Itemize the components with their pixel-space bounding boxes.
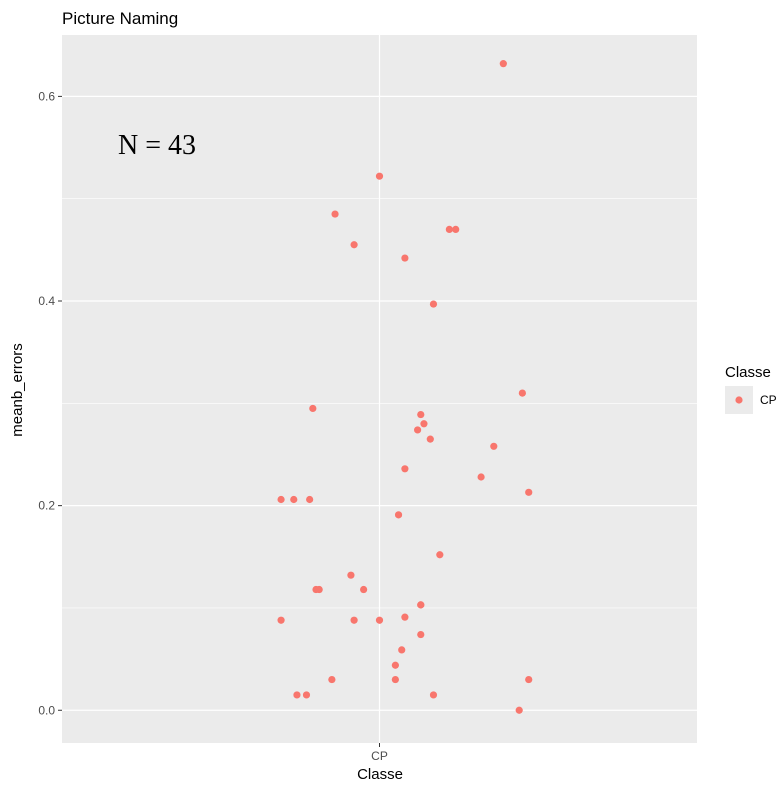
data-point (525, 675, 533, 684)
data-point (375, 616, 384, 624)
data-point (417, 601, 425, 609)
data-point (401, 613, 409, 621)
data-point (401, 465, 409, 473)
data-point (436, 551, 444, 559)
data-point (360, 585, 368, 594)
data-point (414, 426, 422, 434)
data-point (290, 495, 298, 504)
grid-lines (62, 35, 697, 743)
data-point (277, 616, 285, 624)
x-tick-label: CP (371, 749, 388, 763)
data-point (515, 706, 523, 714)
y-tick-label: 0.4 (38, 294, 55, 308)
data-point (391, 675, 399, 684)
data-point (426, 435, 434, 443)
data-point (417, 630, 425, 639)
data-point (306, 495, 314, 504)
y-tick-label: 0.6 (38, 89, 55, 103)
legend-title: Classe (725, 364, 771, 381)
chart-title: Picture Naming (62, 9, 178, 28)
data-point (350, 616, 358, 624)
x-axis-ticks: CP (371, 743, 388, 763)
data-point (350, 241, 358, 249)
data-point (394, 511, 403, 519)
legend-label-cp: CP (760, 393, 777, 407)
data-point (420, 420, 428, 428)
data-point (331, 210, 339, 218)
data-point (302, 691, 311, 699)
legend: Classe CP (725, 364, 777, 414)
data-point (309, 404, 317, 413)
x-axis-title: Classe (357, 766, 403, 783)
data-point (375, 172, 384, 180)
data-point (293, 691, 301, 699)
legend-key-marker (735, 396, 743, 404)
data-point (445, 225, 453, 233)
y-tick-label: 0.0 (38, 703, 55, 717)
data-point (328, 675, 336, 684)
y-axis-title: meanb_errors (9, 343, 26, 436)
data-point (429, 300, 438, 308)
data-point (417, 410, 425, 419)
sample-size-annotation: N = 43 (118, 130, 196, 161)
data-point (525, 488, 533, 496)
data-point (277, 495, 285, 504)
data-point (315, 585, 323, 594)
y-tick-label: 0.2 (38, 499, 55, 513)
data-point (401, 254, 409, 262)
data-points (277, 60, 533, 714)
data-point (429, 691, 438, 699)
data-point (477, 473, 485, 481)
data-point (398, 646, 406, 654)
data-point (518, 389, 526, 397)
data-point (391, 661, 399, 669)
y-axis-ticks: 0.0 0.2 0.4 0.6 (38, 89, 62, 717)
data-point (490, 442, 498, 450)
data-point (452, 225, 460, 233)
data-point (499, 60, 507, 68)
data-point (347, 571, 355, 579)
